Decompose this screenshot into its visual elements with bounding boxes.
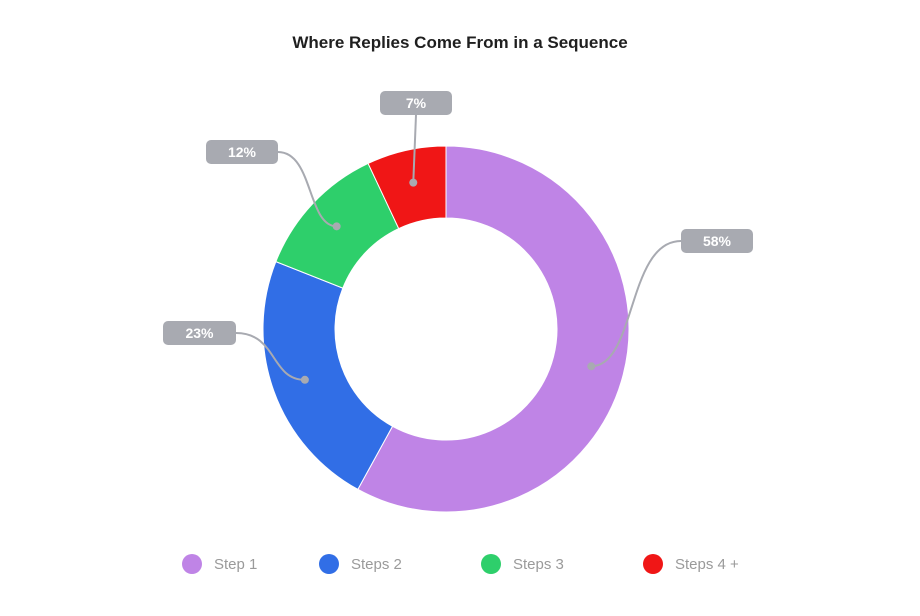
- data-label-box-steps-2: [163, 321, 236, 345]
- data-label-step-1: 58%: [703, 233, 732, 249]
- leader-line-steps-2: [235, 332, 305, 381]
- legend-swatch-steps-3: [481, 554, 501, 574]
- leader-line-steps-3: [277, 151, 337, 228]
- leader-lines-group: [235, 114, 682, 384]
- legend-item-step-1[interactable]: Step 1: [182, 552, 257, 576]
- leader-line-steps-4: [412, 114, 417, 183]
- data-label-steps-4: 7%: [406, 95, 427, 111]
- legend-item-steps-3[interactable]: Steps 3: [481, 552, 564, 576]
- slice-steps-4[interactable]: [367, 145, 447, 230]
- chart-title: Where Replies Come From in a Sequence: [292, 33, 628, 52]
- data-labels-group: 58% 23% 12% 7%: [163, 91, 753, 345]
- data-label-box-steps-3: [206, 140, 278, 164]
- legend-swatch-steps-4: [643, 554, 663, 574]
- leader-dot-steps-4: [409, 178, 418, 187]
- slice-step-1[interactable]: [357, 145, 630, 513]
- data-label-steps-3: 12%: [228, 144, 257, 160]
- legend-item-steps-4[interactable]: Steps 4 +: [643, 552, 739, 576]
- data-label-steps-2: 23%: [185, 325, 214, 341]
- donut-chart: 58% 23% 12% 7%: [163, 91, 753, 513]
- leader-line-step-1: [591, 240, 682, 368]
- legend-label-step-1: Step 1: [214, 555, 258, 573]
- slice-steps-2[interactable]: [262, 260, 394, 491]
- slices-group: [262, 145, 630, 513]
- leader-dot-steps-3: [332, 222, 341, 231]
- legend-item-steps-2[interactable]: Steps 2: [319, 552, 402, 576]
- data-label-box-steps-4: [380, 91, 452, 115]
- legend-swatch-step-1: [182, 554, 202, 574]
- data-label-box-step-1: [681, 229, 753, 253]
- legend-swatch-steps-2: [319, 554, 339, 574]
- legend-label-steps-3: Steps 3: [513, 555, 564, 573]
- legend: Step 1 Steps 2 Steps 3 Steps 4 +: [0, 552, 920, 576]
- leader-dot-step-1: [587, 362, 596, 371]
- legend-label-steps-2: Steps 2: [351, 555, 402, 573]
- leader-dot-steps-2: [300, 375, 309, 384]
- legend-label-steps-4: Steps 4 +: [675, 555, 739, 573]
